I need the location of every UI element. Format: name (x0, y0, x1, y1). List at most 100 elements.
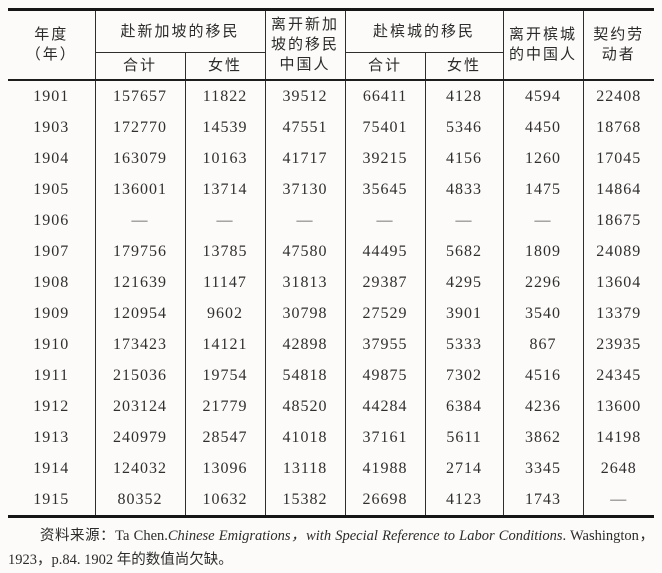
value-cell: 41018 (264, 422, 346, 453)
year-cell: 1914 (33, 459, 70, 477)
value-cell: 24345 (582, 360, 655, 391)
value-cell: 13714 (184, 174, 266, 205)
value-cell: 18768 (582, 112, 655, 143)
value-cell: 75401 (344, 112, 426, 143)
source-note-suffix: . Washington， (562, 528, 654, 544)
table-row: 1905 136001 13714 37130 35645 4833 1475 14864 (8, 174, 655, 205)
table-row: 1909 120954 9602 30798 27529 3901 3540 13379 (8, 298, 655, 329)
value-cell: — (502, 205, 584, 236)
value-cell: 163079 (94, 143, 185, 174)
col-header-to-penang: 赴槟城的移民 (344, 9, 504, 53)
value-cell: — (94, 205, 185, 236)
emigration-table: 年度 （年） 赴新加坡的移民 离开新加 坡的移民 中国人 赴槟城的移民 离开槟城… (8, 8, 655, 518)
col-header-year: 年度 （年） (8, 9, 95, 81)
table-row: 1908 121639 11147 31813 29387 4295 2296 13604 (8, 267, 655, 298)
subcol-header-singapore-female: 女性 (184, 52, 266, 81)
table-row: 1910 173423 14121 42898 37955 5333 867 23935 (8, 329, 655, 360)
value-cell: 4594 (502, 80, 584, 112)
value-cell: 10632 (184, 484, 266, 517)
value-cell: 2714 (424, 453, 504, 484)
value-cell: 13604 (582, 267, 655, 298)
value-cell: 2296 (502, 267, 584, 298)
value-cell: 2648 (582, 453, 655, 484)
value-cell: 37130 (264, 174, 346, 205)
value-cell: 13118 (264, 453, 346, 484)
value-cell: 10163 (184, 143, 266, 174)
value-cell: 80352 (94, 484, 185, 517)
value-cell: 35645 (344, 174, 426, 205)
year-cell: 1909 (33, 304, 70, 322)
year-cell: 1911 (33, 366, 69, 384)
value-cell: 4156 (424, 143, 504, 174)
year-cell: 1901 (33, 87, 70, 105)
value-cell: 121639 (94, 267, 185, 298)
value-cell: 39512 (264, 80, 346, 112)
value-cell: 1475 (502, 174, 584, 205)
value-cell: 17045 (582, 143, 655, 174)
table-row: 1915 80352 10632 15382 26698 4123 1743— (8, 484, 655, 517)
value-cell: 5333 (424, 329, 504, 360)
value-cell: 7302 (424, 360, 504, 391)
col-header-leave-singapore: 离开新加 坡的移民 中国人 (264, 9, 346, 81)
value-cell: 13600 (582, 391, 655, 422)
value-cell: 4516 (502, 360, 584, 391)
source-note: 资料来源：Ta Chen.Chinese Emigrations，with Sp… (8, 524, 654, 572)
value-cell: 41988 (344, 453, 426, 484)
year-cell: 1904 (33, 149, 70, 167)
value-cell: 30798 (264, 298, 346, 329)
value-cell: 37161 (344, 422, 426, 453)
value-cell: 39215 (344, 143, 426, 174)
value-cell: 48520 (264, 391, 346, 422)
source-note-prefix: 资料来源：Ta Chen. (39, 528, 168, 544)
value-cell: 136001 (94, 174, 185, 205)
subcol-header-penang-female: 女性 (424, 52, 504, 81)
value-cell: 28547 (184, 422, 266, 453)
subcol-header-singapore-total: 合计 (94, 52, 185, 81)
table-row: 1904 163079 10163 41717 39215 4156 1260 17045 (8, 143, 655, 174)
value-cell: 13785 (184, 236, 266, 267)
source-note-line2: 1923，p.84. 1902 年的数值尚欠缺。 (8, 552, 233, 568)
value-cell: — (344, 205, 426, 236)
table-row: 1912 203124 21779 48520 44284 6384 4236 13600 (8, 391, 655, 422)
value-cell: 31813 (264, 267, 346, 298)
value-cell: 44284 (344, 391, 426, 422)
value-cell: 13379 (582, 298, 655, 329)
value-cell: 124032 (94, 453, 185, 484)
value-cell: — (264, 205, 346, 236)
source-note-book-title: Chinese Emigrations，with Special Referen… (167, 528, 563, 544)
value-cell: — (424, 205, 504, 236)
value-cell: 5346 (424, 112, 504, 143)
value-cell: 4236 (502, 391, 584, 422)
value-cell: — (184, 205, 266, 236)
table-row: 1913 240979 28547 41018 37161 5611 3862 14198 (8, 422, 655, 453)
year-cell: 1912 (33, 397, 70, 415)
year-cell: 1906 (33, 211, 70, 229)
value-cell: 4128 (424, 80, 504, 112)
year-cell: 1908 (33, 273, 70, 291)
value-cell: 18675 (582, 205, 655, 236)
col-header-contract-labor: 契约劳 动者 (582, 9, 655, 81)
value-cell: 203124 (94, 391, 185, 422)
table-body: 1901 157657 11822 39512 66411 4128 4594 22408 19… (8, 80, 655, 517)
value-cell: 49875 (344, 360, 426, 391)
value-cell: 44495 (344, 236, 426, 267)
col-header-to-singapore: 赴新加坡的移民 (94, 9, 266, 53)
value-cell: 14864 (582, 174, 655, 205)
value-cell: 179756 (94, 236, 185, 267)
value-cell: 13096 (184, 453, 266, 484)
year-cell: 1907 (33, 242, 70, 260)
value-cell: 6384 (424, 391, 504, 422)
value-cell: 41717 (264, 143, 346, 174)
value-cell: 1809 (502, 236, 584, 267)
value-cell: 5611 (424, 422, 504, 453)
value-cell: 9602 (184, 298, 266, 329)
value-cell: 22408 (582, 80, 655, 112)
value-cell: 21779 (184, 391, 266, 422)
year-cell: 1910 (33, 335, 70, 353)
value-cell: 29387 (344, 267, 426, 298)
value-cell: — (582, 484, 655, 517)
value-cell: 24089 (582, 236, 655, 267)
value-cell: 23935 (582, 329, 655, 360)
table-row: 1903 172770 14539 47551 75401 5346 4450 18768 (8, 112, 655, 143)
